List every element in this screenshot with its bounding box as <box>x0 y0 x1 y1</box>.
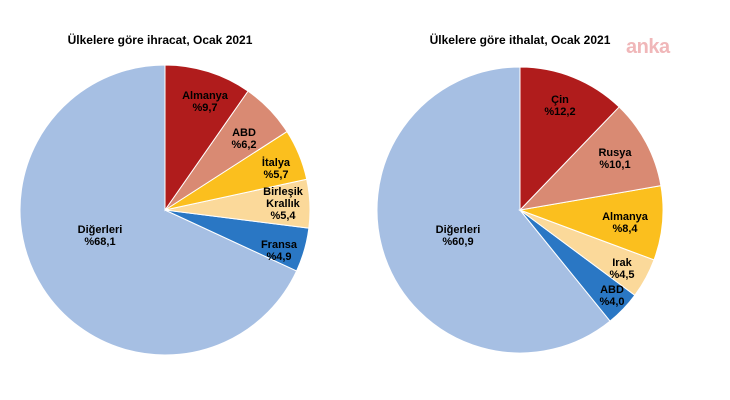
export-label-fransa: Fransa %4,9 <box>261 239 298 263</box>
export-slice-digerleri <box>19 64 298 356</box>
import-label-abd: ABD %4,0 <box>599 284 624 308</box>
export-label-birlesik-krallik: Birleşik Krallık %5,4 <box>263 186 304 222</box>
import-slice-rusya <box>518 106 662 211</box>
export-pie-chart: Ülkelere göre ihracat, Ocak 2021 Almanya… <box>19 32 311 356</box>
import-label-almanya: Almanya %8,4 <box>602 211 649 235</box>
import-label-rusya: Rusya %10,1 <box>598 147 632 171</box>
export-slice-almanya <box>164 64 249 212</box>
export-label-abd: ABD %6,2 <box>231 127 256 151</box>
import-slice-digerleri <box>376 66 611 354</box>
import-label-digerleri: Diğerleri %60,9 <box>436 224 481 248</box>
export-label-digerleri: Diğerleri %68,1 <box>78 224 123 248</box>
import-chart-title: Ülkelere göre ithalat, Ocak 2021 <box>430 32 611 47</box>
export-label-almanya: Almanya %9,7 <box>182 90 229 114</box>
import-slice-cin <box>519 66 620 212</box>
export-chart-title: Ülkelere göre ihracat, Ocak 2021 <box>68 32 253 47</box>
export-label-italya: İtalya %5,7 <box>262 156 291 181</box>
anka-watermark-logo: anka <box>626 36 670 58</box>
import-pie-chart: Ülkelere göre ithalat, Ocak 2021 Çin %12,… <box>376 32 664 354</box>
import-label-irak: Irak %4,5 <box>609 257 634 281</box>
import-label-cin: Çin %12,2 <box>544 94 575 118</box>
